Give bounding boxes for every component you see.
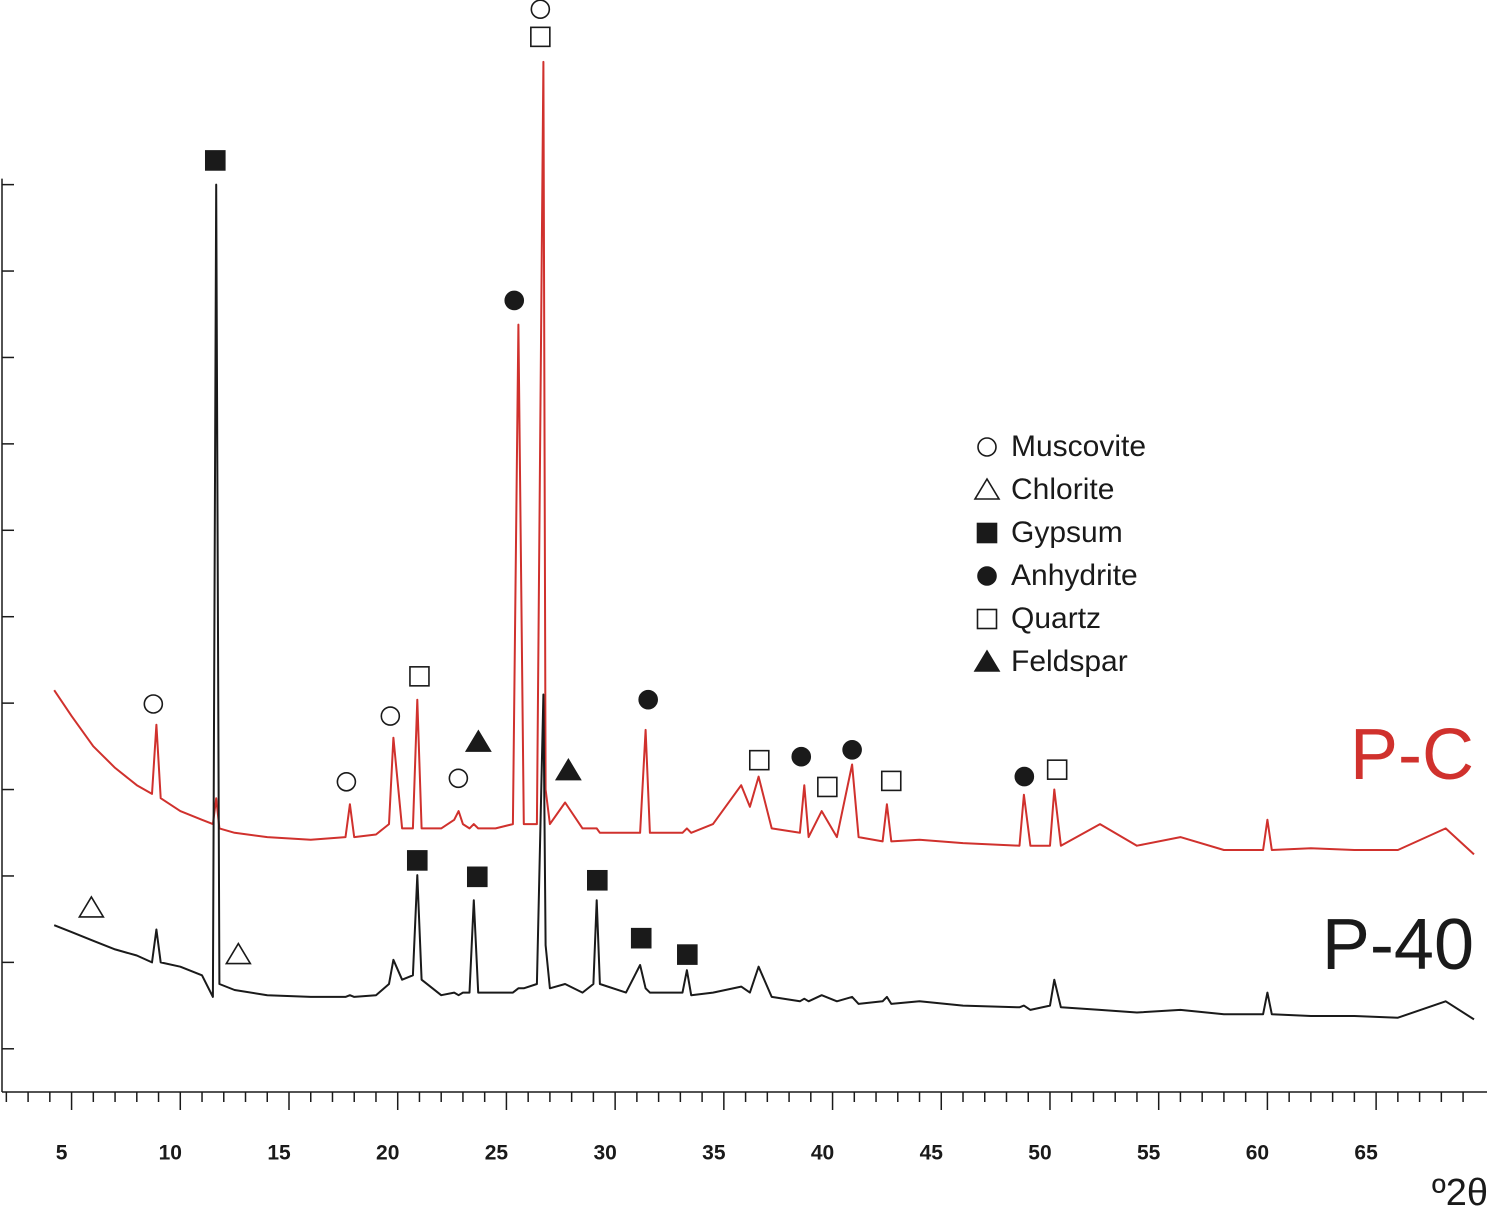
legend-label: Chlorite [1011, 473, 1114, 506]
phase-marker [406, 850, 428, 871]
phase-marker [677, 944, 698, 965]
x-tick-label: 60 [1246, 1142, 1269, 1165]
phase-marker [748, 749, 770, 771]
phase-marker [1046, 759, 1068, 780]
phase-marker [504, 290, 525, 311]
series-line [53, 183, 1475, 1021]
x-tick-label: 15 [267, 1142, 291, 1165]
x-tick-label: 25 [485, 1142, 509, 1165]
legend-label: Anhydrite [1011, 559, 1138, 592]
phase-marker [638, 689, 658, 710]
x-tick-label: 65 [1354, 1142, 1378, 1165]
phase-marker [77, 895, 105, 918]
legend-label: Gypsum [1011, 516, 1123, 549]
phase-marker [630, 927, 652, 949]
phase-marker [143, 694, 164, 714]
legend-symbol [973, 649, 1001, 672]
phase-marker [880, 770, 902, 792]
x-tick-label: 10 [159, 1142, 182, 1165]
phase-marker [224, 942, 252, 965]
x-tick-label: 55 [1137, 1142, 1161, 1165]
legend-label: Feldspar [1011, 645, 1128, 678]
series-label: P-40 [1322, 905, 1474, 985]
x-tick-label: 30 [593, 1142, 616, 1165]
phase-marker [448, 768, 469, 789]
legend-symbol [976, 522, 998, 544]
legend-symbol [977, 437, 997, 457]
legend-symbol [973, 477, 1001, 500]
phase-marker [204, 150, 226, 171]
phase-marker [791, 746, 812, 767]
x-tick-label: 45 [920, 1142, 944, 1165]
phase-marker [817, 776, 838, 798]
phase-marker [466, 866, 488, 888]
phase-marker [464, 729, 492, 752]
x-axis-label: º2θ [1432, 1172, 1488, 1214]
x-tick-label: 40 [811, 1142, 834, 1165]
x-tick-label: 20 [376, 1142, 399, 1165]
series-line [53, 60, 1475, 856]
series-label: P-C [1350, 715, 1474, 795]
legend-label: Quartz [1011, 602, 1101, 635]
phase-marker [554, 757, 582, 781]
legend-label: Muscovite [1011, 430, 1146, 463]
phase-marker [336, 771, 357, 792]
phase-marker [587, 869, 608, 891]
phase-marker [530, 0, 551, 19]
phase-marker [1014, 766, 1035, 787]
phase-marker [409, 666, 430, 687]
x-tick-label: 35 [702, 1142, 726, 1165]
legend-symbol [977, 566, 997, 586]
phase-marker [842, 739, 862, 760]
phase-marker [380, 706, 401, 726]
legend-symbol [976, 608, 998, 630]
phase-marker [530, 26, 551, 48]
x-tick-label: 50 [1028, 1142, 1051, 1165]
x-tick-label: 5 [56, 1142, 68, 1165]
